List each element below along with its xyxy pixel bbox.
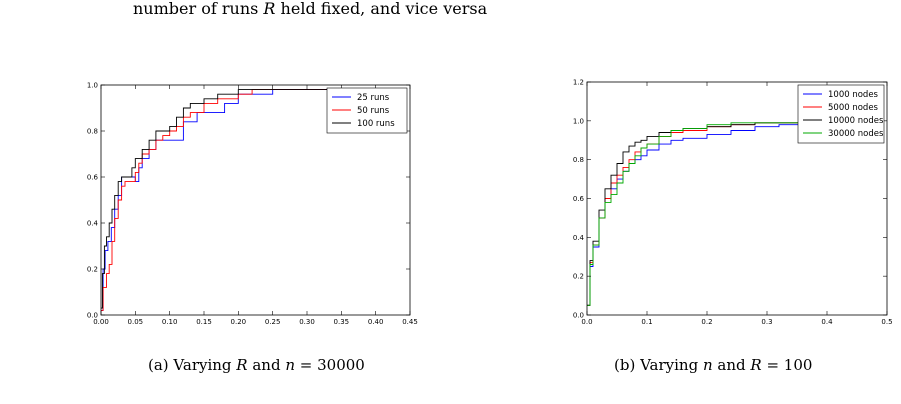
chart-a-y-tick-label: 0.0: [87, 312, 98, 320]
chart-b-series-1-line: [587, 124, 803, 306]
chart-a-y-tick-label: 1.0: [87, 82, 98, 90]
chart-a-series-2-line: [101, 89, 397, 311]
chart-b-series-3-line: [587, 122, 803, 306]
chart-a-y-tick-label: 0.2: [87, 266, 98, 274]
chart-b-x-tick-label: 0.5: [881, 318, 892, 326]
chart-a-x-tick-label: 0.35: [334, 318, 350, 326]
chart-b-legend-label-2: 5000 nodes: [828, 103, 879, 113]
chart-b-y-tick-label: 0.0: [573, 312, 584, 320]
chart-b-series-4-line: [587, 122, 803, 306]
chart-b-x-tick-label: 0.2: [701, 318, 712, 326]
chart-b-y-tick-label: 1.0: [573, 117, 584, 125]
chart-a-y-tick-label: 0.4: [87, 220, 99, 228]
chart-a-y-tick-label: 0.6: [87, 174, 99, 182]
chart-b-legend-label-1: 1000 nodes: [828, 90, 879, 100]
chart-a-x-tick-label: 0.20: [231, 318, 247, 326]
caption-a-var2: n: [285, 356, 296, 374]
caption-b-var1: n: [702, 356, 713, 374]
chart-b-x-tick-label: 0.1: [641, 318, 652, 326]
intro-text-after: held fixed, and vice versa: [275, 0, 488, 18]
caption-a-tail: = 30000: [295, 356, 365, 374]
chart-b-x-tick-label: 0.0: [581, 318, 592, 326]
chart-a-series-1-line: [101, 89, 397, 311]
intro-text-variable: R: [263, 0, 276, 18]
chart-a-x-tick-label: 0.25: [265, 318, 281, 326]
caption-b-var2: R: [750, 356, 762, 374]
chart-b-y-tick-label: 0.2: [573, 273, 584, 281]
chart-a-y-tick-label: 0.8: [87, 128, 98, 136]
chart-a-x-tick-label: 0.15: [196, 318, 212, 326]
intro-text-before: number of runs: [133, 0, 264, 18]
intro-text: number of runs R held fixed, and vice ve…: [133, 0, 487, 18]
chart-a-plot-frame: [100, 84, 411, 316]
caption-a-mid: and: [247, 356, 286, 374]
chart-a-x-tick-label: 0.05: [128, 318, 144, 326]
chart-a-x-tick-label: 0.45: [402, 318, 418, 326]
caption-b-tail: = 100: [761, 356, 813, 374]
chart-a-series-3-line: [101, 89, 397, 309]
chart-a-x-tick-label: 0.30: [299, 318, 315, 326]
chart-a-legend-label-3: 100 runs: [357, 119, 395, 129]
chart-b-legend-label-3: 10000 nodes: [828, 116, 884, 126]
caption-a-label: (a) Varying: [148, 356, 237, 374]
chart-b-series-2-line: [587, 122, 803, 306]
chart-a-x-tick-label: 0.10: [162, 318, 178, 326]
chart-a-legend-label-1: 25 runs: [357, 93, 390, 103]
caption-a-var1: R: [236, 356, 248, 374]
chart-b-y-tick-label: 1.2: [573, 79, 584, 87]
chart-a-legend-label-2: 50 runs: [357, 106, 390, 116]
caption-b-label: (b) Varying: [614, 356, 703, 374]
chart-b-y-tick-label: 0.8: [573, 156, 584, 164]
caption-a: (a) Varying R and n = 30000: [148, 356, 365, 374]
chart-b-x-tick-label: 0.4: [821, 318, 833, 326]
chart-b-legend-label-4: 30000 nodes: [828, 129, 884, 139]
caption-b-mid: and: [712, 356, 751, 374]
chart-b-y-tick-label: 0.6: [573, 195, 585, 203]
chart-b-y-tick-label: 0.4: [573, 234, 585, 242]
chart-b-x-tick-label: 0.3: [761, 318, 772, 326]
caption-b: (b) Varying n and R = 100: [614, 356, 812, 374]
chart-a-x-tick-label: 0.40: [368, 318, 384, 326]
chart-a-x-tick-label: 0.00: [93, 318, 109, 326]
